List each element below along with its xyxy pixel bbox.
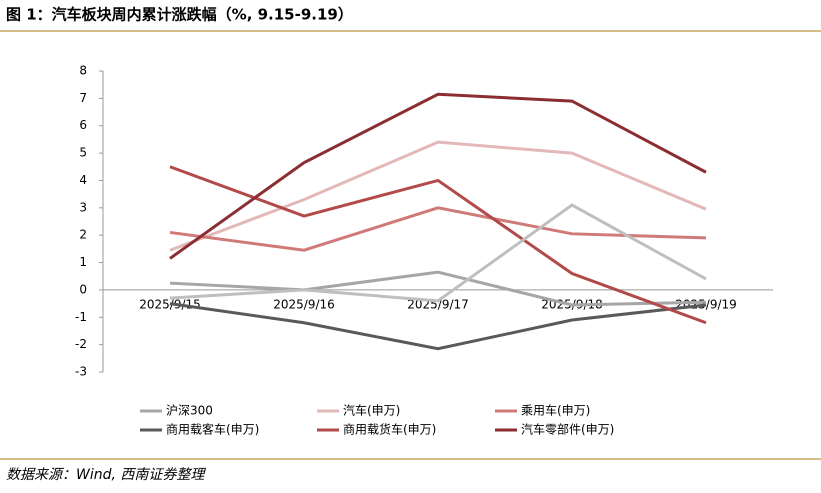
y-tick-label: 6 [79,118,87,132]
y-tick-label: -1 [75,310,87,324]
legend-label: 汽车零部件(申万) [521,422,614,437]
y-tick-label: 3 [79,200,87,214]
y-tick-label: 8 [79,64,87,78]
y-tick-label: -3 [75,365,87,379]
x-tick-label: 2025/9/19 [675,297,737,311]
legend-label: 乘用车(申万) [521,403,590,418]
legend-label: 汽车(申万) [343,403,400,418]
series-line [169,140,707,252]
legend-label: 商用载货车(申万) [343,422,436,437]
source: 数据来源：Wind, 西南证券整理 [6,467,206,483]
series-line [169,206,707,252]
legend-label: 商用载客车(申万) [166,422,259,437]
y-tick-label: 5 [79,146,87,160]
series-line [169,302,707,351]
legend-label: 沪深300 [166,404,213,418]
y-tick-label: 0 [79,282,87,296]
series-line [169,165,707,325]
series-line [169,92,707,260]
y-tick-label: -2 [75,337,87,351]
series-line [169,270,707,307]
y-tick-label: 2 [79,228,87,242]
y-tick-label: 1 [79,255,87,269]
y-tick-label: 4 [79,173,87,187]
series-line [169,203,707,303]
x-tick-label: 2025/9/16 [273,297,335,311]
y-tick-label: 7 [79,91,87,105]
page-title: 图 1：汽车板块周内累计涨跌幅（%, 9.15-9.19） [6,6,353,24]
